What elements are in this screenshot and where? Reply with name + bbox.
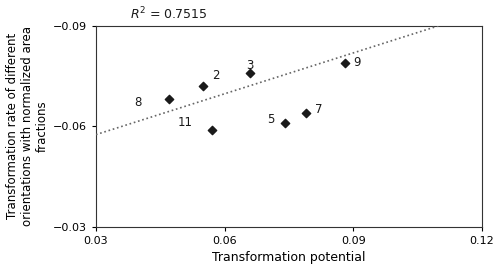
- Text: 11: 11: [178, 116, 192, 129]
- Point: [341, 60, 349, 65]
- Y-axis label: Transformation rate of different
orientations with normalized area
fractions: Transformation rate of different orienta…: [6, 26, 48, 226]
- Text: 10: 10: [0, 269, 1, 270]
- Point: [280, 121, 288, 125]
- Text: 9: 9: [354, 56, 361, 69]
- Point: [474, 17, 482, 21]
- Point: [246, 70, 254, 75]
- Point: [272, 10, 280, 14]
- Text: $R^2$ = 0.7515: $R^2$ = 0.7515: [130, 6, 208, 22]
- Point: [199, 84, 207, 88]
- Point: [165, 97, 173, 102]
- Text: 7: 7: [314, 103, 322, 116]
- Text: 5: 5: [268, 113, 275, 126]
- Text: 4: 4: [0, 269, 1, 270]
- Text: 3: 3: [246, 59, 254, 72]
- Text: 8: 8: [134, 96, 142, 109]
- Point: [384, 14, 392, 18]
- Text: 6: 6: [0, 269, 1, 270]
- Text: 2: 2: [212, 69, 219, 82]
- Text: 1: 1: [0, 269, 1, 270]
- Point: [448, 14, 456, 18]
- Point: [208, 127, 216, 132]
- Point: [302, 111, 310, 115]
- X-axis label: Transformation potential: Transformation potential: [212, 251, 366, 264]
